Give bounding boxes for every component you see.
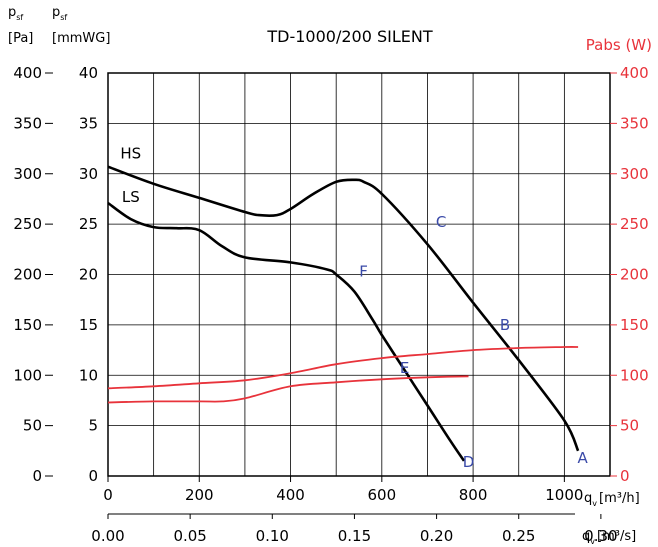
right-axis-label: Pabs (W): [586, 36, 652, 54]
operating-point-label-f: F: [359, 262, 368, 280]
x-m3s-tick-label: 0.25: [502, 527, 535, 545]
power-tick-label: 400: [620, 64, 649, 82]
speed-label-hs: HS: [120, 145, 141, 163]
curve-hs: [107, 165, 580, 452]
operating-point-label-a: A: [577, 449, 588, 467]
pa-tick-label: 150: [13, 316, 42, 334]
x-m3s-tick-label: 0.30: [584, 527, 617, 545]
power-tick-label: 100: [620, 366, 649, 384]
mm-tick-label: 40: [79, 64, 98, 82]
pa-tick-label: 200: [13, 266, 42, 284]
pa-tick-label: 300: [13, 165, 42, 183]
x-m3h-tick-label: 1000: [545, 486, 583, 504]
x-m3s-label: qv [m³/s]: [582, 529, 636, 546]
mm-tick-label: 35: [79, 114, 98, 132]
power-tick-label: 300: [620, 165, 649, 183]
curve-labels-layer: A B C D E F HS LS: [120, 145, 588, 471]
x-m3h-tick-label: 600: [367, 486, 396, 504]
x-m3s-tick-label: 0.20: [420, 527, 453, 545]
pa-tick-label: 400: [13, 64, 42, 82]
pa-tick-label: 0: [32, 467, 42, 485]
mm-tick-label: 20: [79, 266, 98, 284]
x-m3h-tick-label: 200: [185, 486, 214, 504]
power-tick-label: 50: [620, 417, 639, 435]
grid: [108, 73, 610, 476]
pa-tick-label: 50: [23, 417, 42, 435]
power-tick-label: 200: [620, 266, 649, 284]
power-tick-label: 350: [620, 114, 649, 132]
x-m3h-tick-label: 800: [459, 486, 488, 504]
pa-tick-label: 250: [13, 215, 42, 233]
pa-tick-label: 350: [13, 114, 42, 132]
mm-tick-label: 10: [79, 366, 98, 384]
operating-point-label-b: B: [500, 316, 510, 334]
curve-ls: [107, 201, 466, 462]
x-m3s-tick-label: 0.00: [91, 527, 124, 545]
left-pa-label: psf: [8, 5, 23, 22]
mm-tick-label: 5: [88, 417, 98, 435]
x-m3h-label: qv [m³/h]: [584, 491, 640, 508]
power-curve-3: [107, 375, 469, 404]
x-m3s-tick-label: 0.05: [173, 527, 206, 545]
power-curve-2: [107, 346, 579, 390]
operating-point-label-d: D: [463, 453, 475, 471]
series-layer: [107, 165, 580, 462]
power-tick-label: 250: [620, 215, 649, 233]
mm-tick-label: 30: [79, 165, 98, 183]
chart-title: TD-1000/200 SILENT: [266, 27, 432, 46]
x-m3h-tick-label: 400: [276, 486, 305, 504]
pa-tick-label: 100: [13, 366, 42, 384]
mm-tick-label: 25: [79, 215, 98, 233]
left-mm-unit: [mmWG]: [52, 31, 110, 46]
operating-point-label-c: C: [436, 213, 446, 231]
speed-label-ls: LS: [122, 188, 140, 206]
power-tick-label: 150: [620, 316, 649, 334]
left-pa-unit: [Pa]: [8, 31, 33, 46]
x-m3s-tick-label: 0.15: [338, 527, 371, 545]
power-tick-label: 0: [620, 467, 630, 485]
left-mm-label: psf: [52, 5, 67, 22]
operating-point-label-e: E: [400, 359, 409, 377]
mm-tick-label: 0: [88, 467, 98, 485]
mm-tick-label: 15: [79, 316, 98, 334]
x-m3s-tick-label: 0.10: [256, 527, 289, 545]
x-m3h-tick-label: 0: [103, 486, 113, 504]
